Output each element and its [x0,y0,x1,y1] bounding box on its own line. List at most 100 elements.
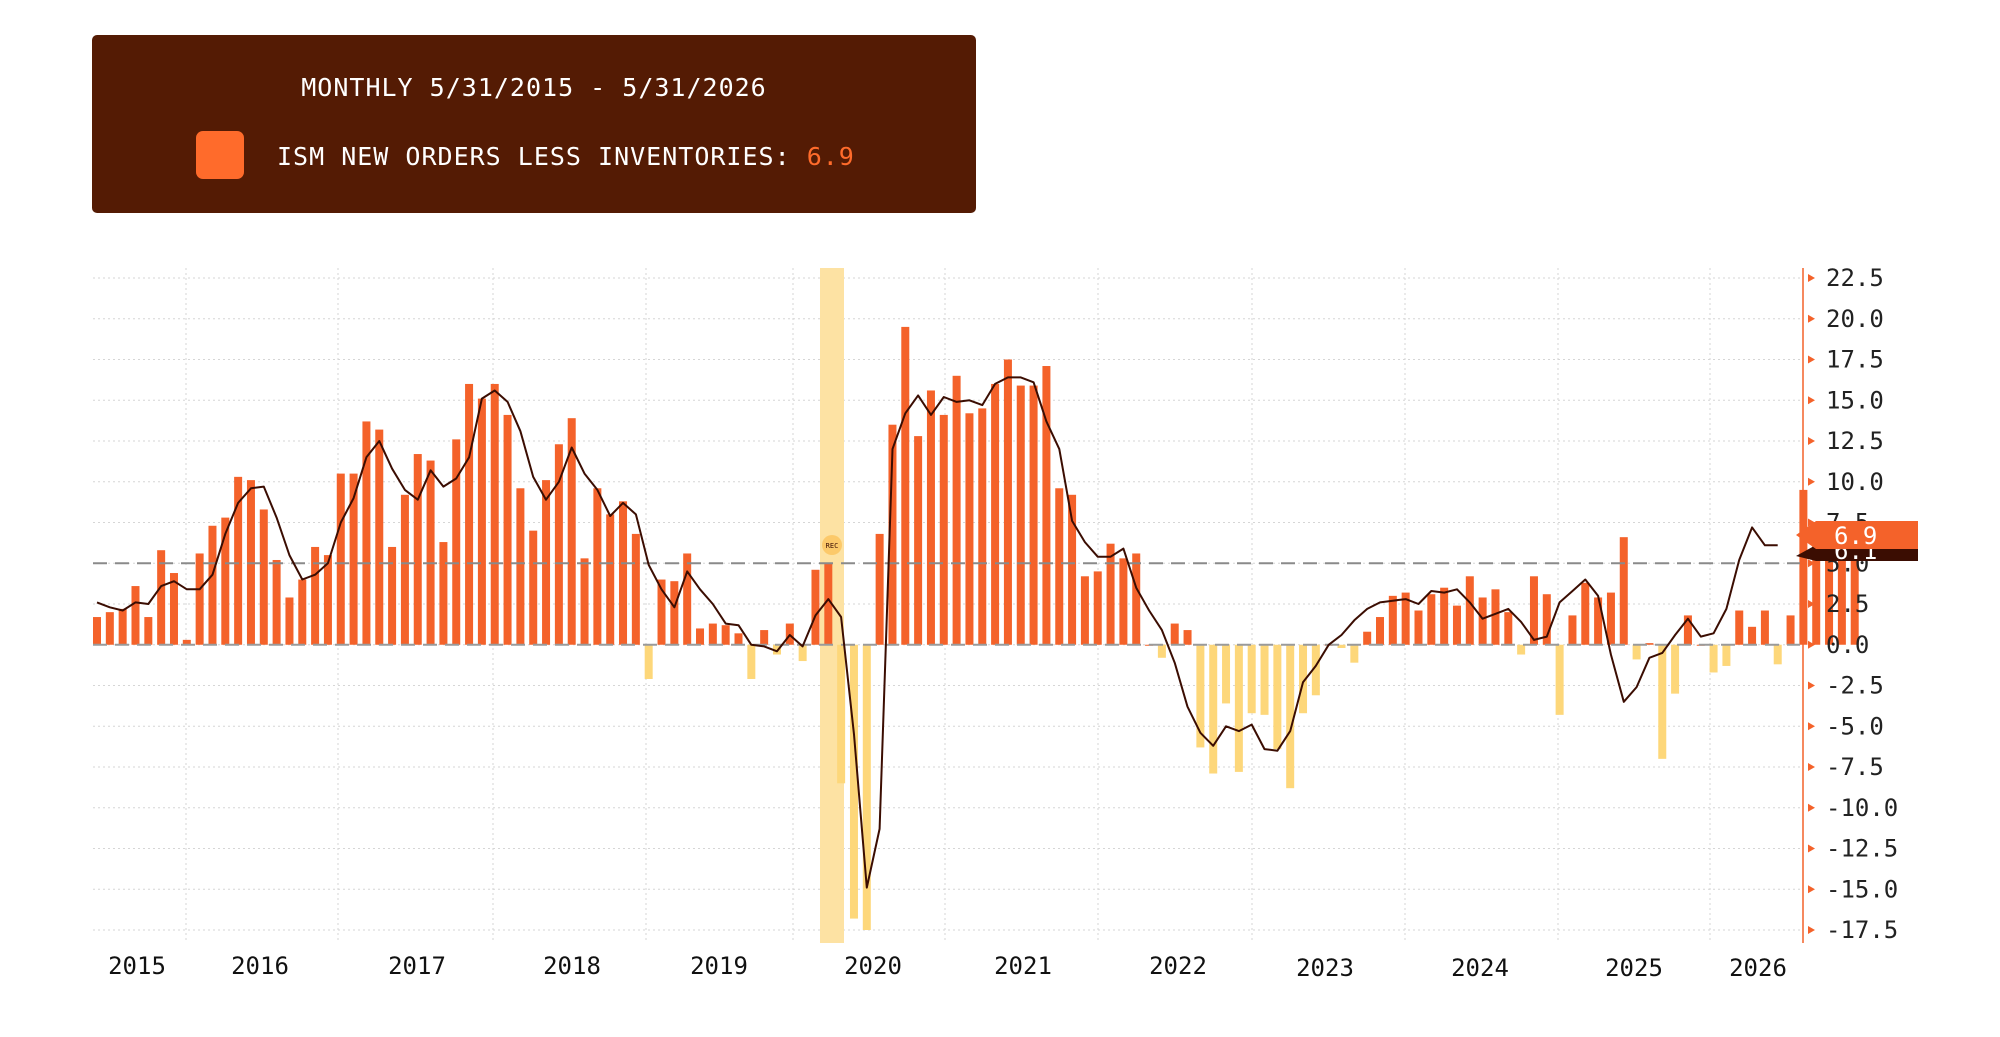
x-tick-label: 2026 [1729,954,1787,982]
y-tick-arrow [1808,314,1815,323]
bar [1529,576,1538,645]
x-tick-label: 2021 [994,952,1052,980]
bar [1619,537,1628,645]
bar [978,408,987,645]
bar [1645,643,1654,645]
bar [593,488,602,645]
last-value-label: 6.9 [1834,522,1877,550]
bar [849,644,858,919]
bar [1299,644,1308,714]
bar [1247,644,1256,714]
bar [683,553,692,645]
bar [1286,644,1295,789]
bar [554,444,563,645]
y-tick-arrow [1808,477,1815,486]
bar [1068,494,1077,645]
bar [1555,644,1564,715]
y-tick-label: 15.0 [1826,386,1884,414]
y-tick-arrow [1808,640,1815,649]
bar [708,623,717,645]
y-tick-arrow [1808,437,1815,445]
bar [580,558,589,645]
y-tick-label: 17.5 [1826,346,1884,374]
bar [1106,543,1115,645]
bar [208,525,217,645]
y-tick-arrow [1808,885,1815,894]
average-line [96,376,1778,889]
bar [1773,644,1782,665]
bar [1722,644,1731,666]
bar [1850,532,1859,645]
bar [1452,605,1461,645]
bar [888,424,897,645]
bar [1568,615,1577,645]
bar [1440,587,1449,645]
bar [1478,597,1487,645]
bar [490,383,499,645]
bar [901,326,910,645]
bar [465,383,474,645]
bar [362,421,371,645]
y-tick-label: -10.0 [1826,794,1898,822]
y-tick-arrow [1808,803,1815,812]
bar [221,517,230,645]
bar [1760,610,1769,645]
bar [811,569,820,645]
bar [503,414,512,645]
value-markers: 6.16.9 [1796,521,1918,565]
bar [952,375,961,645]
bar [1632,644,1641,660]
bar [93,617,101,645]
bar [118,608,127,645]
y-tick-label: 20.0 [1826,305,1884,333]
x-tick-label: 2020 [844,952,902,980]
bar [1273,644,1282,750]
recession-label: REC [826,542,839,550]
x-tick-label: 2016 [231,952,289,980]
y-tick-label: -17.5 [1826,916,1898,944]
bar [272,559,281,645]
bar [875,533,884,645]
bar [670,581,679,645]
average-line-group [96,376,1778,889]
x-tick-label: 2024 [1451,954,1509,982]
y-tick-arrow [1808,600,1815,608]
y-tick-arrow [1808,844,1815,853]
bar [1170,623,1179,645]
y-tick-arrow [1808,396,1815,405]
y-tick-arrow [1808,355,1815,364]
bar [426,460,435,645]
bar [1735,610,1744,645]
bar [747,644,756,679]
bar [1376,617,1384,645]
bar [939,414,948,645]
bar [388,546,397,645]
last-value-marker [1796,521,1918,549]
bar [1812,530,1821,645]
y-tick-label: -12.5 [1826,835,1898,863]
x-tick-label: 2019 [690,952,748,980]
bar [1825,538,1834,645]
bar [323,555,332,645]
bar [1388,595,1397,645]
y-tick-label: -15.0 [1826,875,1898,903]
y-tick-arrow [1808,681,1815,690]
y-tick-arrow [1808,722,1815,731]
bar [1542,594,1551,645]
bar [1504,612,1513,645]
bar [131,586,140,645]
bar [926,390,935,645]
y-tick-label: 2.5 [1826,590,1869,618]
bar [336,473,345,645]
bar [234,476,243,645]
bar [1748,626,1757,645]
x-tick-label: 2015 [108,952,166,980]
bar [644,644,653,679]
bar [1337,644,1346,649]
bar [1003,359,1012,645]
bar [169,573,178,645]
bar [1350,644,1359,663]
bar [837,644,846,784]
bar [1183,630,1192,645]
